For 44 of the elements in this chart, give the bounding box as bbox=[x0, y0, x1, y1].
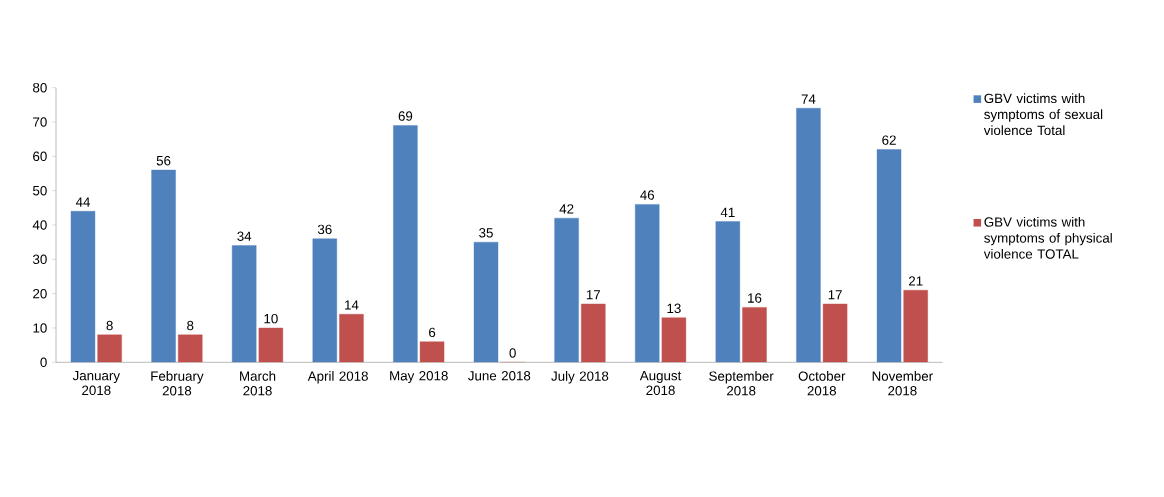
legend-label: GBV victims with symptoms of sexual violence Total bbox=[983, 93, 1103, 136]
data-label: 69 bbox=[398, 111, 413, 121]
y-tick-label: 40 bbox=[32, 220, 47, 230]
y-tick-label: 60 bbox=[33, 151, 47, 162]
data-label: 62 bbox=[882, 135, 896, 145]
x-tick-label: May 2018 bbox=[390, 371, 448, 384]
data-label: 10 bbox=[264, 313, 278, 324]
data-label: 13 bbox=[667, 303, 681, 314]
x-tick-label: April 2018 bbox=[307, 371, 368, 384]
x-tick-label: October 2018 bbox=[798, 371, 846, 396]
x-tick-label: January 2018 bbox=[72, 371, 120, 396]
data-label: 34 bbox=[237, 231, 252, 241]
y-tick-label: 10 bbox=[33, 323, 47, 333]
x-tick-label: July 2018 bbox=[551, 371, 609, 384]
y-tick-label: 0 bbox=[40, 357, 47, 368]
x-tick-label: September 2018 bbox=[709, 371, 774, 396]
data-label: 8 bbox=[187, 320, 194, 331]
data-label: 44 bbox=[75, 197, 90, 207]
y-tick-label: 70 bbox=[33, 117, 47, 127]
y-tick-label: 80 bbox=[33, 82, 47, 93]
x-tick-label: June 2018 bbox=[468, 371, 531, 381]
x-tick-label: November 2018 bbox=[872, 371, 933, 396]
x-tick-label: February 2018 bbox=[151, 371, 204, 396]
y-tick-label: 20 bbox=[33, 288, 47, 299]
y-tick-label: 30 bbox=[32, 254, 47, 265]
data-label: 14 bbox=[345, 300, 359, 310]
x-tick-label: March 2018 bbox=[240, 371, 276, 396]
data-label: 8 bbox=[106, 320, 113, 331]
data-label: 74 bbox=[801, 94, 816, 104]
data-label: 17 bbox=[586, 290, 601, 300]
data-label: 36 bbox=[317, 224, 332, 235]
data-label: 17 bbox=[828, 290, 842, 300]
data-label: 16 bbox=[748, 293, 762, 303]
data-label: 46 bbox=[640, 190, 655, 200]
data-label: 35 bbox=[479, 228, 493, 238]
data-label: 6 bbox=[429, 327, 436, 338]
data-label: 42 bbox=[559, 204, 574, 214]
y-tick-label: 50 bbox=[33, 185, 47, 196]
x-tick-label: August 2018 bbox=[639, 371, 682, 396]
data-label: 21 bbox=[908, 276, 923, 286]
data-label: 56 bbox=[156, 155, 171, 166]
legend-label: GBV victims with symptoms of physical violence TOTAL bbox=[983, 216, 1112, 259]
data-label: 41 bbox=[720, 207, 735, 217]
data-label: 0 bbox=[509, 348, 516, 358]
